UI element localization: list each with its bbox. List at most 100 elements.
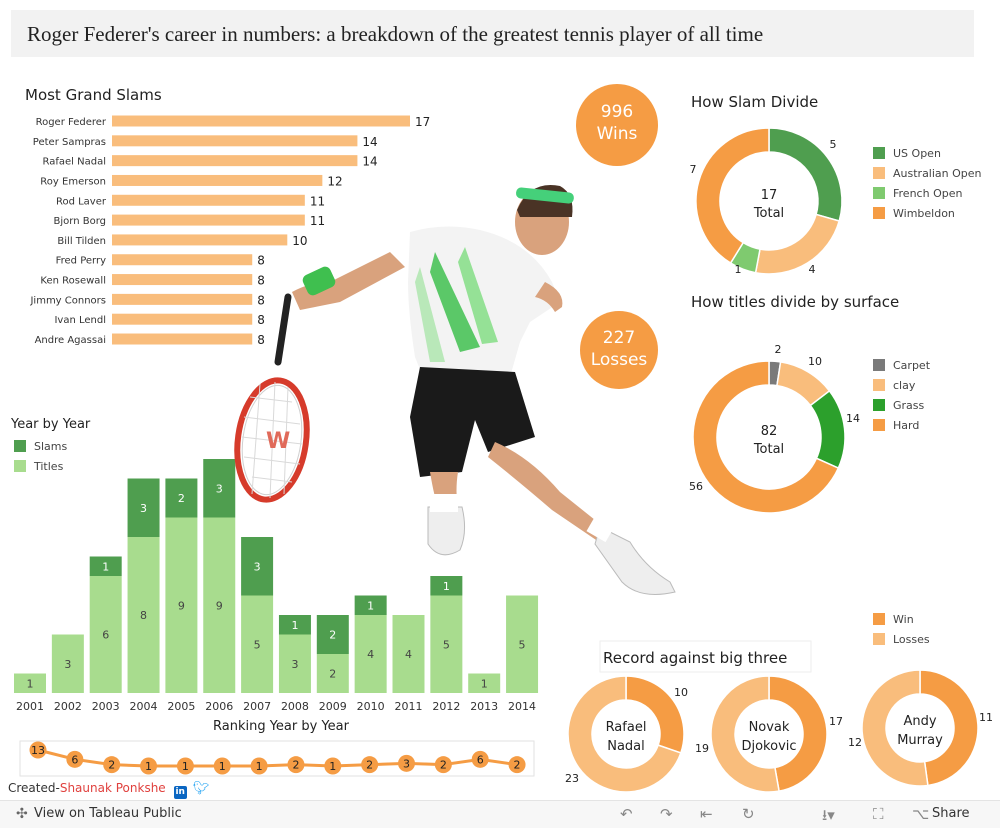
- ranking-point-label: 3: [403, 757, 410, 770]
- author-credit: Created-Shaunak Ponkshe in 🐦︎: [8, 781, 209, 799]
- titles-bar: [316, 654, 349, 693]
- titles-bar: [506, 595, 539, 693]
- ranking-point: [29, 741, 47, 759]
- legend-french-open[interactable]: French Open: [873, 187, 962, 200]
- record-loss-slice: [710, 675, 780, 793]
- tennis-racket-icon: W: [234, 293, 310, 503]
- legend-wimbeldon[interactable]: Wimbeldon: [873, 207, 955, 220]
- ranking-frame: [19, 740, 535, 777]
- legend-swatch: [14, 460, 26, 472]
- year-tick-label: 2005: [167, 700, 195, 713]
- grand-slam-player-label: Bill Tilden: [57, 236, 106, 247]
- tableau-logo-icon: ✣: [16, 806, 28, 822]
- legend-win[interactable]: Win: [873, 613, 914, 626]
- year-tick-label: 2013: [470, 700, 498, 713]
- redo-icon[interactable]: ↷: [660, 805, 673, 823]
- author-name-link[interactable]: Shaunak Ponkshe: [59, 781, 166, 795]
- surface-divide-title: How titles divide by surface: [691, 293, 900, 311]
- grand-slam-player-label: Ken Rosewall: [40, 276, 106, 287]
- legend-australian-open[interactable]: Australian Open: [873, 167, 982, 180]
- slams-bar-label: 1: [367, 599, 374, 612]
- donut-slice: [695, 127, 770, 265]
- titles-bar: [468, 673, 501, 693]
- slams-bar: [203, 459, 236, 518]
- donut-slice-label: 5: [830, 138, 837, 151]
- year-tick-label: 2010: [357, 700, 385, 713]
- twitter-icon[interactable]: 🐦︎: [192, 781, 210, 796]
- wins-stat-circle: 996 Wins: [576, 84, 658, 166]
- titles-bar-label: 3: [291, 658, 298, 671]
- year-tick-label: 2003: [92, 700, 120, 713]
- opponent-last-name: Djokovic: [741, 739, 796, 754]
- undo-icon[interactable]: ↶: [620, 805, 633, 823]
- legend-grass[interactable]: Grass: [873, 399, 924, 412]
- share-icon[interactable]: ⌥: [912, 805, 930, 823]
- grand-slam-bar: [112, 274, 253, 286]
- slams-bar: [241, 537, 274, 596]
- view-on-tableau-link[interactable]: View on Tableau Public: [34, 806, 182, 821]
- year-tick-label: 2011: [395, 700, 423, 713]
- year-tick-label: 2014: [508, 700, 536, 713]
- slams-bar: [316, 615, 349, 654]
- legend-label: US Open: [893, 147, 941, 160]
- legend-swatch: [873, 399, 885, 411]
- grand-slam-value-label: 8: [257, 313, 265, 327]
- legend-carpet[interactable]: Carpet: [873, 359, 930, 372]
- legend-label: Hard: [893, 419, 920, 432]
- donut-center-label: Total: [753, 442, 784, 457]
- dashboard-title-bar: Roger Federer's career in numbers: a bre…: [11, 10, 974, 57]
- legend-label: Titles: [34, 460, 64, 473]
- losses-label: Losses: [590, 350, 648, 370]
- grand-slam-bar: [112, 333, 253, 345]
- grand-slam-bar: [112, 194, 305, 206]
- ranking-point-label: 1: [219, 760, 226, 773]
- ranking-point-label: 1: [256, 760, 263, 773]
- linkedin-icon[interactable]: in: [173, 786, 187, 799]
- ranking-point: [471, 750, 489, 768]
- wins-label: Wins: [596, 124, 638, 144]
- donut-slice-label: 14: [846, 412, 860, 425]
- grand-slam-player-label: Andre Agassai: [35, 335, 106, 346]
- grand-slam-player-label: Roy Emerson: [40, 176, 106, 187]
- slams-bar-label: 3: [140, 502, 147, 515]
- opponent-first-name: Rafael: [606, 720, 647, 735]
- grand-slams-title: Most Grand Slams: [25, 86, 162, 104]
- legend-label: French Open: [893, 187, 963, 200]
- legend-label: clay: [893, 379, 916, 392]
- record-loss-label: 19: [695, 742, 709, 755]
- record-loss-slice: [861, 669, 929, 787]
- download-icon[interactable]: ⭳▾: [822, 806, 835, 824]
- record-loss-slice: [567, 675, 682, 793]
- legend-us-open[interactable]: US Open: [873, 147, 941, 160]
- slams-bar-label: 3: [254, 560, 261, 573]
- ranking-point: [250, 757, 268, 775]
- legend-losses[interactable]: Losses: [873, 633, 930, 646]
- titles-bar-label: 5: [519, 638, 526, 651]
- legend-hard[interactable]: Hard: [873, 419, 919, 432]
- legend-label: Grass: [893, 399, 925, 412]
- legend-titles[interactable]: Titles: [14, 460, 63, 473]
- revert-icon[interactable]: ⇤: [700, 805, 713, 823]
- pause-icon[interactable]: ↻: [742, 805, 755, 823]
- big-three-title: Record against big three: [603, 649, 788, 667]
- titles-bar: [127, 537, 160, 693]
- ranking-point: [213, 757, 231, 775]
- year-tick-label: 2001: [16, 700, 44, 713]
- legend-slams[interactable]: Slams: [14, 440, 67, 453]
- wins-value: 996: [600, 102, 634, 122]
- opponent-first-name: Andy: [903, 714, 936, 729]
- legend-swatch: [873, 379, 885, 391]
- fullscreen-icon[interactable]: ⛶: [873, 805, 884, 823]
- share-button[interactable]: Share: [932, 806, 970, 821]
- ranking-point: [176, 757, 194, 775]
- record-loss-label: 23: [565, 772, 579, 785]
- legend-clay[interactable]: clay: [873, 379, 915, 392]
- year-by-year-title: Year by Year: [11, 417, 91, 432]
- titles-bar-label: 9: [178, 599, 185, 612]
- legend-swatch: [873, 419, 885, 431]
- grand-slam-bar: [112, 313, 253, 325]
- year-tick-label: 2012: [432, 700, 460, 713]
- ranking-point: [140, 757, 158, 775]
- legend-swatch: [14, 440, 26, 452]
